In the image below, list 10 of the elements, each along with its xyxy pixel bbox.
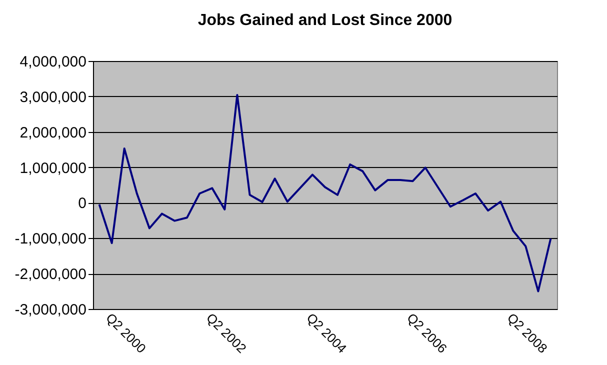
y-tick-label: 3,000,000 bbox=[20, 88, 86, 106]
line-series bbox=[98, 94, 552, 292]
y-tick-label: -1,000,000 bbox=[14, 230, 86, 248]
y-tick-label: 0 bbox=[78, 195, 86, 212]
y-tick-label: 1,000,000 bbox=[20, 160, 86, 177]
y-tick-label: -3,000,000 bbox=[14, 302, 86, 318]
y-tick-label: 4,000,000 bbox=[20, 54, 86, 70]
chart-title: Jobs Gained and Lost Since 2000 bbox=[198, 12, 452, 29]
y-tick-label: -2,000,000 bbox=[14, 266, 86, 284]
y-tick-label: 2,000,000 bbox=[20, 124, 86, 142]
